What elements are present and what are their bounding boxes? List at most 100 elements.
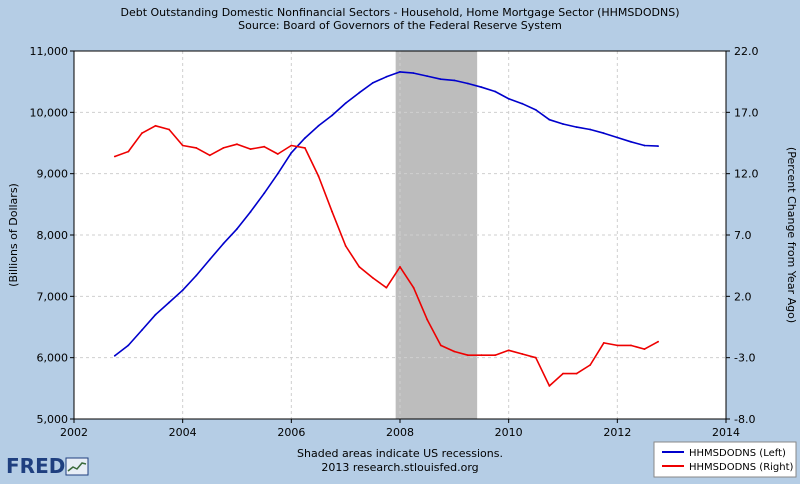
data-point-right <box>195 147 198 149</box>
data-point-left <box>548 118 551 121</box>
data-point-left <box>534 109 537 111</box>
data-point-right <box>127 150 130 153</box>
data-point-right <box>399 266 401 268</box>
data-point-right <box>168 128 171 131</box>
data-point-right <box>358 266 361 268</box>
data-point-left <box>358 91 361 94</box>
data-point-right <box>426 318 429 321</box>
data-point-left <box>344 102 347 104</box>
data-point-left <box>426 75 429 77</box>
data-point-left <box>181 289 184 292</box>
data-point-right <box>494 354 496 357</box>
data-point-left <box>643 144 646 147</box>
data-point-left <box>616 136 619 139</box>
data-point-left <box>236 228 238 230</box>
chart-trend-icon <box>65 457 89 476</box>
chart-subtitle: Source: Board of Governors of the Federa… <box>238 19 562 32</box>
legend-label-left: HHMSDODNS (Left) <box>689 448 786 459</box>
fred-logo: FRED <box>6 454 92 481</box>
data-point-right <box>385 286 388 289</box>
data-point-right <box>412 286 415 289</box>
data-point-left <box>521 102 524 105</box>
data-point-right <box>589 364 592 366</box>
data-point-left <box>127 344 130 347</box>
x-tick-label: 2014 <box>712 426 740 439</box>
data-point-left <box>263 192 266 195</box>
x-tick-label: 2010 <box>495 426 523 439</box>
data-point-right <box>575 372 578 375</box>
x-tick-label: 2006 <box>277 426 305 439</box>
data-point-right <box>304 147 306 149</box>
fred-logo-text: FRED <box>6 455 65 477</box>
y-right-tick-label: -3.0 <box>734 352 755 365</box>
data-point-right <box>181 144 184 147</box>
data-point-left <box>480 86 483 89</box>
data-point-left <box>113 354 116 357</box>
x-tick-label: 2008 <box>386 426 414 439</box>
data-point-left <box>141 329 143 331</box>
data-point-right <box>331 210 333 213</box>
y-right-tick-label: 12.0 <box>734 168 759 181</box>
data-point-left <box>562 123 564 125</box>
y-left-tick-label: 8,000 <box>37 229 69 242</box>
data-point-right <box>521 353 524 355</box>
data-point-right <box>222 147 225 149</box>
y-left-tick-label: 11,000 <box>30 45 69 58</box>
y-right-tick-label: 2.0 <box>734 290 752 303</box>
y-left-tick-label: 7,000 <box>37 290 69 303</box>
data-point-left <box>276 172 279 175</box>
y-right-tick-label: -8.0 <box>734 413 755 426</box>
data-point-right <box>208 154 211 157</box>
data-point-left <box>399 71 401 73</box>
y-right-tick-label: 17.0 <box>734 106 759 119</box>
data-point-right <box>534 356 537 359</box>
data-point-right <box>344 245 347 247</box>
data-point-left <box>412 72 415 74</box>
y-right-tick-label: 7.0 <box>734 229 752 242</box>
legend-label-right: HHMSDODNS (Right) <box>689 462 794 473</box>
data-point-right <box>276 153 279 155</box>
data-point-right <box>453 350 456 353</box>
data-point-right <box>657 340 659 343</box>
y-left-tick-label: 6,000 <box>37 352 69 365</box>
data-point-left <box>602 132 605 135</box>
data-point-right <box>643 348 646 350</box>
data-point-right <box>141 132 143 135</box>
y-left-tick-label: 5,000 <box>37 413 69 426</box>
x-tick-label: 2012 <box>603 426 631 439</box>
data-point-left <box>249 210 252 213</box>
data-point-right <box>480 354 483 357</box>
data-point-left <box>657 145 659 148</box>
footer-recession-note: Shaded areas indicate US recessions. <box>297 447 503 460</box>
data-point-right <box>439 344 442 347</box>
y-right-tick-label: 22.0 <box>734 45 759 58</box>
legend-box <box>653 441 797 478</box>
data-point-left <box>453 79 456 82</box>
footer-source-note: 2013 research.stlouisfed.org <box>321 461 478 474</box>
data-point-right <box>249 148 252 151</box>
data-point-right <box>467 354 469 357</box>
data-point-left <box>630 140 632 143</box>
legend: HHMSDODNS (Left) HHMSDODNS (Right) <box>653 441 797 478</box>
data-point-right <box>548 385 551 387</box>
data-point-left <box>290 151 293 154</box>
data-point-left <box>208 258 211 261</box>
data-point-left <box>439 78 442 81</box>
y-axis-left-label: (Billions of Dollars) <box>7 183 20 287</box>
y-left-tick-label: 9,000 <box>37 168 69 181</box>
data-point-right <box>630 344 632 347</box>
data-point-right <box>236 143 238 146</box>
y-axis-right-label: (Percent Change from Year Ago) <box>785 147 798 323</box>
data-point-right <box>616 344 619 347</box>
chart-title: Debt Outstanding Domestic Nonfinancial S… <box>120 6 679 19</box>
data-point-left <box>507 97 510 100</box>
data-point-right <box>263 145 266 148</box>
data-point-left <box>467 82 469 85</box>
y-left-tick-label: 10,000 <box>30 106 69 119</box>
x-tick-label: 2004 <box>169 426 197 439</box>
data-point-left <box>385 75 388 78</box>
data-point-right <box>507 349 510 352</box>
data-point-left <box>168 301 171 304</box>
